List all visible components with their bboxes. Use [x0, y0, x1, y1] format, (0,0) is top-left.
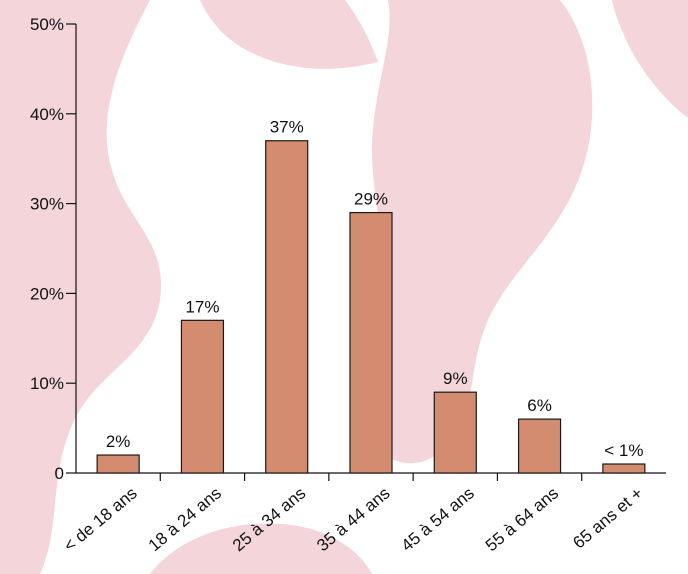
data-label: 29% — [354, 190, 388, 209]
category-label: 55 à 64 ans — [482, 484, 562, 556]
background-leaf-left — [0, 0, 162, 574]
bar — [517, 418, 562, 474]
y-tick-label: 40% — [30, 105, 64, 124]
data-label: 6% — [527, 396, 552, 415]
category-label: < de 18 ans — [60, 484, 141, 556]
category-label: 65 ans et + — [569, 483, 646, 552]
bars-group — [96, 140, 646, 474]
background-leaf-right — [364, 0, 593, 464]
data-label: 2% — [106, 432, 131, 451]
y-tick-label: 50% — [30, 15, 64, 34]
data-labels-group: 2% 17% 37% 29% 9% 6% < 1% — [106, 118, 644, 460]
category-label: 35 à 44 ans — [313, 484, 393, 556]
data-label: 9% — [443, 369, 468, 388]
y-tick-label: 10% — [30, 374, 64, 393]
category-labels-group: < de 18 ans 18 à 24 ans 25 à 34 ans 35 à 44… — [60, 473, 646, 555]
y-tick-label: 0 — [55, 464, 64, 483]
data-label: 17% — [185, 297, 219, 316]
y-tick-label: 30% — [30, 195, 64, 214]
data-label: 37% — [270, 118, 304, 137]
bar — [349, 211, 393, 474]
data-label: < 1% — [604, 441, 643, 460]
background-leaf-bottom — [150, 523, 372, 574]
background-leaf-topright — [612, 0, 688, 118]
bar — [96, 454, 140, 474]
background-leaf-top — [200, 0, 378, 69]
bar — [602, 463, 646, 474]
bar — [180, 319, 225, 474]
y-tick-label: 20% — [30, 284, 64, 303]
bar — [265, 140, 309, 474]
bar — [433, 391, 477, 474]
category-label: 45 à 54 ans — [398, 484, 478, 556]
